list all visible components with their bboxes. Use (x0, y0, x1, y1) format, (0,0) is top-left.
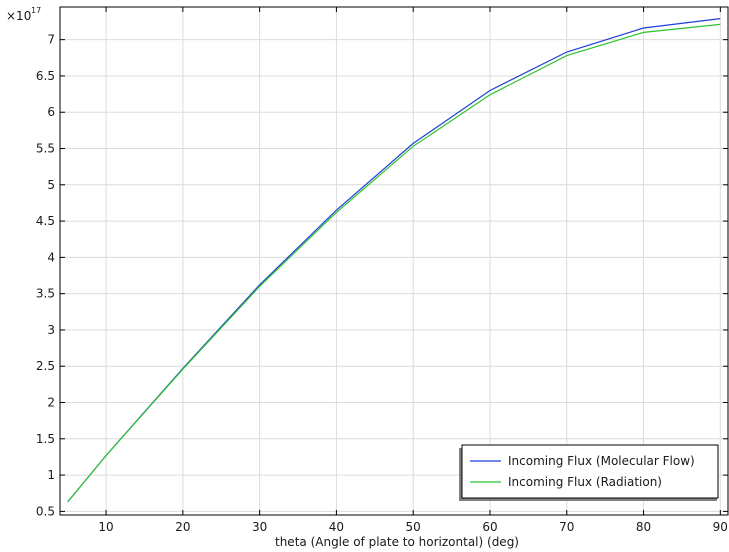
y-tick-label: 3.5 (36, 287, 55, 301)
y-tick-label: 4.5 (36, 214, 55, 228)
x-tick-label: 20 (175, 520, 190, 534)
grid-lines (60, 7, 728, 515)
y-tick-label: 1.5 (36, 432, 55, 446)
y-tick-label: 2 (47, 396, 55, 410)
y-tick-label: 6.5 (36, 69, 55, 83)
y-tick-label: 0.5 (36, 504, 55, 518)
x-tick-label: 40 (329, 520, 344, 534)
y-tick-label: 5.5 (36, 142, 55, 156)
y-tick-label: 5 (47, 178, 55, 192)
x-tick-label: 50 (406, 520, 421, 534)
y-tick-label: 6 (47, 105, 55, 119)
y-tick-label: 4 (47, 250, 55, 264)
y-tick-label: 1 (47, 468, 55, 482)
x-tick-label: 80 (636, 520, 651, 534)
legend-box (461, 444, 719, 499)
y-axis-multiplier-exponent: 17 (31, 6, 41, 15)
y-axis-multiplier: ×10 (6, 9, 31, 23)
x-tick-label: 60 (482, 520, 497, 534)
legend-label-molecular-flow: Incoming Flux (Molecular Flow) (508, 454, 695, 468)
series-line-1 (67, 23, 721, 503)
legend-label-radiation: Incoming Flux (Radiation) (508, 475, 662, 489)
plot-frame (59, 6, 729, 516)
x-tick-label: 70 (559, 520, 574, 534)
y-tick-label: 2.5 (36, 359, 55, 373)
legend: Incoming Flux (Molecular Flow) Incoming … (459, 444, 719, 501)
series-line-0 (67, 18, 721, 503)
axis-ticks: 10 20 30 40 50 60 70 80 90 0.5 1 1.5 2 2.5 3 3.5 4 4.5 5 5.… (36, 7, 728, 534)
series-lines (67, 18, 721, 503)
x-tick-label: 10 (98, 520, 113, 534)
x-axis-title: theta (Angle of plate to horizontal) (de… (275, 535, 519, 549)
x-tick-label: 90 (713, 520, 728, 534)
y-tick-label: 3 (47, 323, 55, 337)
y-tick-label: 7 (47, 33, 55, 47)
x-tick-label: 30 (252, 520, 267, 534)
